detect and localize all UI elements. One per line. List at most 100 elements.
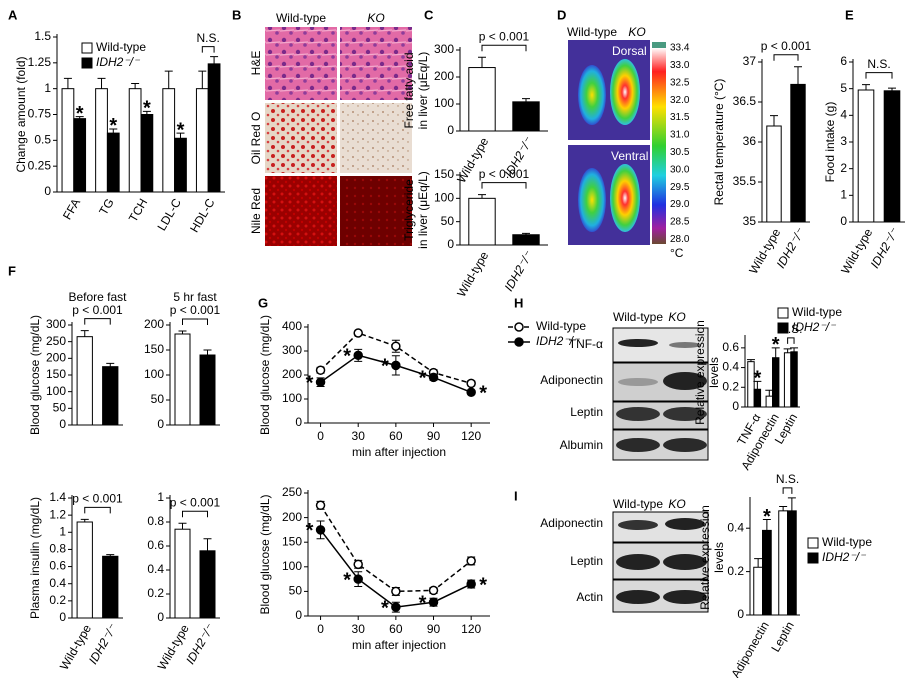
error-bar: [783, 348, 792, 353]
column-label: KO: [668, 497, 685, 511]
error-bar: [106, 554, 115, 557]
error-bar: [753, 380, 762, 390]
y-tick-label: 36.5: [733, 94, 757, 108]
y-tick-label: 0: [447, 237, 454, 251]
marker: [466, 579, 476, 589]
y-tick-label: 50: [289, 584, 303, 598]
band: [665, 518, 705, 530]
bar: [174, 137, 187, 193]
bar: [753, 566, 763, 616]
bracket: [782, 487, 793, 494]
blot-panel: H Wild-type KO TNF-α Adiponectin Leptin …: [514, 295, 709, 461]
error-bar: [522, 98, 530, 102]
y-tick-label: 0: [295, 415, 302, 429]
scale-label: 33.0: [670, 60, 690, 71]
legend-marker: [514, 337, 524, 347]
x-tick-label: 120: [461, 622, 481, 636]
panel-label: G: [258, 295, 268, 310]
y-tick-label: 300: [46, 317, 66, 331]
micrograph: [265, 103, 337, 173]
annotation: *: [143, 98, 151, 120]
band: [663, 554, 707, 570]
y-tick-label: 0.4: [49, 576, 66, 590]
y-tick-label: 0: [737, 607, 744, 621]
column-label: Wild-type: [613, 497, 663, 511]
column-label: Wild-type: [567, 25, 617, 39]
annotation: *: [419, 593, 427, 615]
error-bar: [210, 56, 219, 64]
scale-label: 31.5: [670, 112, 690, 123]
x-tick-label: Adiponectin: [728, 619, 771, 678]
x-tick-label: 60: [389, 622, 403, 636]
legend-label: Wild-type: [792, 305, 842, 319]
error-bar: [63, 77, 72, 89]
column-label: Wild-type: [613, 310, 663, 324]
annotation: *: [479, 383, 487, 405]
bar: [883, 90, 901, 223]
y-tick-label: 0.25: [28, 158, 52, 172]
y-tick-label: 0.2: [49, 593, 66, 607]
x-tick-label: 30: [352, 429, 366, 443]
x-tick-label: 60: [389, 429, 403, 443]
y-tick-label: 1.5: [34, 29, 51, 43]
marker: [466, 387, 476, 398]
legend-label: Wild-type: [96, 40, 146, 54]
bracket: [773, 54, 799, 61]
annotation: *: [772, 334, 780, 356]
x-tick-label: Wild-type: [155, 622, 192, 673]
error-bar: [142, 110, 151, 115]
y-tick-label: 0.2: [147, 586, 164, 600]
x-tick-label: Wild-type: [454, 249, 491, 300]
error-bar: [765, 389, 774, 397]
y-tick-label: 3: [840, 134, 847, 148]
panel-label: F: [8, 263, 16, 278]
x-tick-label: 90: [427, 429, 441, 443]
bracket: [84, 318, 111, 325]
comparison-label: p < 0.001: [479, 167, 530, 181]
scale-label: 33.4: [670, 43, 690, 54]
annotation: *: [381, 356, 389, 378]
scale-label: 32.5: [670, 77, 690, 88]
marker: [391, 602, 401, 612]
row-label: Albumin: [560, 438, 603, 452]
y-tick-label: 250: [282, 485, 302, 499]
marker: [353, 559, 363, 570]
y-axis-label: Relative expression: [693, 320, 707, 425]
x-tick-label: 120: [461, 429, 481, 443]
y-tick-label: 50: [441, 214, 455, 228]
bar: [199, 354, 216, 426]
comparison-label: p < 0.001: [761, 39, 812, 53]
y-tick-label: 0.4: [722, 360, 739, 374]
bar: [787, 510, 797, 616]
micrograph: [265, 27, 337, 100]
legend-label: Wild-type: [822, 535, 872, 549]
bar: [512, 101, 540, 132]
x-tick-label: LDL-C: [154, 196, 184, 233]
band: [616, 590, 660, 604]
y-tick-label: 250: [46, 334, 66, 348]
y-tick-label: 100: [282, 559, 302, 573]
marker: [428, 597, 439, 607]
x-tick-label: Wild-type: [838, 226, 875, 277]
bar: [207, 63, 221, 193]
bracket: [481, 182, 527, 189]
annotation: *: [479, 574, 487, 596]
y-axis-label: Food intake (g): [823, 102, 837, 183]
y-axis-label: Free fatty acid: [402, 52, 416, 128]
annotation: *: [76, 103, 84, 125]
y-axis-label: Rectal temperature (°C): [712, 79, 726, 206]
error-bar: [176, 132, 185, 139]
bracket: [865, 72, 893, 79]
bar: [76, 336, 93, 426]
error-bar: [178, 522, 187, 530]
y-axis-label: Change amount (fold): [14, 56, 28, 172]
bar: [762, 529, 772, 616]
legend-label: IDH2⁻/⁻: [822, 550, 867, 564]
marker: [391, 360, 401, 371]
x-tick-label: Wild-type: [746, 226, 783, 277]
column-label: KO: [367, 11, 384, 25]
y-tick-label: 50: [151, 392, 165, 406]
y-tick-label: 1: [59, 524, 66, 538]
band: [663, 407, 707, 421]
row-label: Actin: [576, 590, 603, 604]
